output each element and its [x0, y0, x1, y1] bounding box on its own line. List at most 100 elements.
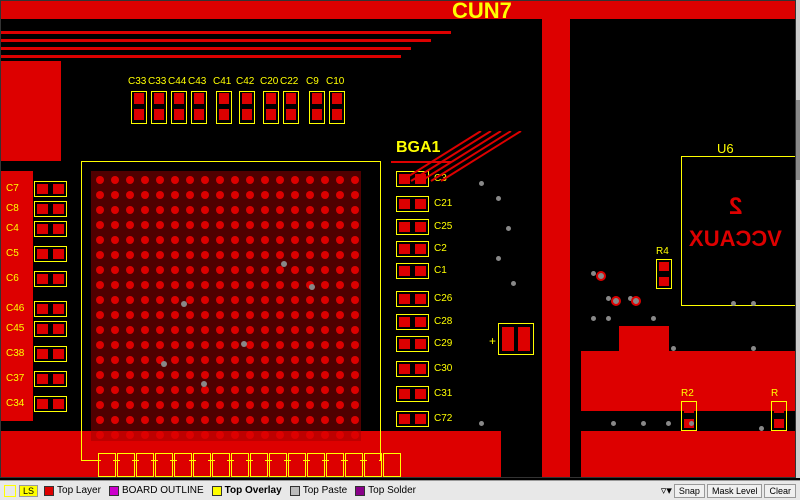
- bga-ball: [201, 311, 209, 319]
- pad: [399, 364, 410, 374]
- bga-ball: [186, 251, 194, 259]
- layer-tab[interactable]: Top Layer: [44, 485, 101, 496]
- bga-ball: [231, 281, 239, 289]
- scrollbar-thumb[interactable]: [796, 100, 800, 180]
- pad: [194, 109, 204, 120]
- bga-ball: [261, 266, 269, 274]
- layer-tab[interactable]: Top Solder: [355, 485, 416, 496]
- cap-ref: C34: [6, 398, 24, 409]
- bga-ball: [336, 176, 344, 184]
- bga-ball: [231, 326, 239, 334]
- bga-ball: [186, 176, 194, 184]
- bga-ball: [276, 281, 284, 289]
- via: [651, 316, 656, 321]
- bga-ball: [111, 386, 119, 394]
- bga-ball: [186, 341, 194, 349]
- bga-ball: [156, 296, 164, 304]
- bga-ball: [336, 371, 344, 379]
- layer-tab[interactable]: Top Paste: [290, 485, 347, 496]
- bga-ball: [276, 221, 284, 229]
- bga-ball: [276, 371, 284, 379]
- pad: [53, 324, 64, 334]
- bga-ball: [276, 416, 284, 424]
- pad: [415, 339, 426, 349]
- bga-ball: [126, 326, 134, 334]
- mask-level-button[interactable]: Mask Level: [707, 484, 763, 498]
- filter-icon[interactable]: ▿▾: [661, 484, 672, 497]
- pad: [37, 374, 48, 384]
- layer-tab[interactable]: BOARD OUTLINE: [109, 485, 204, 496]
- bga-ball: [291, 311, 299, 319]
- pad: [174, 93, 184, 104]
- bga-ball: [96, 281, 104, 289]
- bga-ball: [96, 251, 104, 259]
- bga-ball: [291, 281, 299, 289]
- pad: [37, 224, 48, 234]
- bga-ball: [156, 191, 164, 199]
- bga-ball: [231, 386, 239, 394]
- bga-ball: [111, 341, 119, 349]
- pad: [37, 349, 48, 359]
- bga-ball: [96, 206, 104, 214]
- bga-ball: [171, 326, 179, 334]
- bga-ball: [171, 221, 179, 229]
- bga-ball: [351, 326, 359, 334]
- bga-ball: [141, 191, 149, 199]
- cap-ref: C43: [188, 76, 206, 87]
- cap-ref: C4: [6, 223, 19, 234]
- pad: [219, 109, 229, 120]
- bga-ball: [156, 311, 164, 319]
- bga-ball: [321, 386, 329, 394]
- layer-tab[interactable]: Top Overlay: [212, 485, 282, 496]
- track: [1, 31, 451, 34]
- pad: [242, 93, 252, 104]
- bga-ball: [141, 266, 149, 274]
- bga-ball: [216, 176, 224, 184]
- bga-ball: [201, 371, 209, 379]
- bga-ball: [261, 251, 269, 259]
- bga-ball: [321, 206, 329, 214]
- bga-ball: [216, 191, 224, 199]
- bga-ball: [171, 401, 179, 409]
- bga-ball: [96, 191, 104, 199]
- pcb-viewport[interactable]: CUN7 BGA1 C33 C33 C44 C43 C41 C42 C20 C2…: [0, 0, 796, 478]
- via: [689, 421, 694, 426]
- track: [1, 47, 411, 50]
- bga-ball: [216, 401, 224, 409]
- bga-ball: [111, 221, 119, 229]
- pad: [219, 93, 229, 104]
- bga-ball: [141, 296, 149, 304]
- ls-button[interactable]: LS: [19, 485, 38, 497]
- pad: [684, 404, 694, 413]
- bga-ball: [261, 191, 269, 199]
- bga-ball: [171, 281, 179, 289]
- bga-ball: [186, 311, 194, 319]
- bga-ball: [171, 356, 179, 364]
- bga-ball: [246, 281, 254, 289]
- cap-ref: C41: [213, 76, 231, 87]
- bga-ball: [201, 401, 209, 409]
- snap-button[interactable]: Snap: [674, 484, 705, 498]
- pad: [242, 109, 252, 120]
- pad: [134, 109, 144, 120]
- pad: [53, 304, 64, 314]
- bga-ball: [336, 281, 344, 289]
- bga-ball: [126, 371, 134, 379]
- bga-ball: [141, 221, 149, 229]
- clear-button[interactable]: Clear: [764, 484, 796, 498]
- via: [759, 426, 764, 431]
- bga-ball: [306, 191, 314, 199]
- track: [1, 39, 431, 42]
- cap-ref: C42: [236, 76, 254, 87]
- bga-ball: [171, 236, 179, 244]
- bga-ball: [261, 176, 269, 184]
- cap-ref: C9: [306, 76, 319, 87]
- copper-plane: [581, 431, 796, 478]
- cap-ref: C7: [6, 183, 19, 194]
- res-ref: R2: [681, 388, 694, 399]
- pad: [154, 109, 164, 120]
- bga-ball: [231, 371, 239, 379]
- bga-ball: [261, 356, 269, 364]
- bga-ball: [351, 416, 359, 424]
- vertical-scrollbar[interactable]: [796, 0, 800, 478]
